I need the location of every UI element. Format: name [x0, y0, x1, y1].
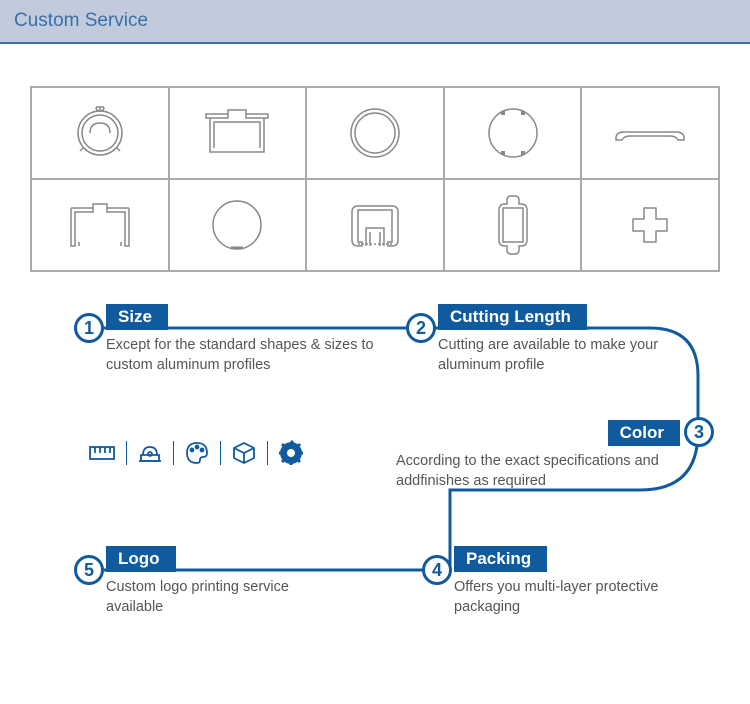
step-label-cutting: Cutting Length — [438, 304, 587, 330]
step-3: Color According to the exact specificati… — [396, 420, 680, 491]
profile-shape-1 — [31, 87, 169, 179]
page-title: Custom Service — [14, 10, 148, 31]
profiles-grid — [30, 86, 720, 272]
step-num-2: 2 — [416, 318, 426, 339]
step-label-logo: Logo — [106, 546, 176, 572]
profile-shape-3 — [306, 87, 444, 179]
profile-shape-5 — [581, 87, 719, 179]
step-badge-5: 5 — [74, 555, 104, 585]
profile-shape-10 — [581, 179, 719, 271]
step-desc-size: Except for the standard shapes & sizes t… — [106, 336, 386, 375]
step-badge-3: 3 — [684, 417, 714, 447]
step-4: Packing Offers you multi-layer protectiv… — [454, 546, 714, 617]
profile-shape-9 — [444, 179, 582, 271]
step-2: Cutting Length Cutting are available to … — [438, 304, 678, 375]
step-badge-1: 1 — [74, 313, 104, 343]
step-1: Size Except for the standard shapes & si… — [106, 304, 386, 375]
step-desc-logo: Custom logo printing service available — [106, 578, 346, 617]
palette-icon — [184, 440, 210, 466]
profile-shape-7 — [169, 179, 307, 271]
step-5: Logo Custom logo printing service availa… — [106, 546, 346, 617]
step-num-4: 4 — [432, 560, 442, 581]
machine-icon — [137, 441, 163, 465]
step-badge-2: 2 — [406, 313, 436, 343]
profile-shape-8 — [306, 179, 444, 271]
gear-icon — [278, 440, 304, 466]
step-desc-color: According to the exact specifications an… — [396, 452, 680, 491]
box-icon — [231, 440, 257, 466]
step-badge-4: 4 — [422, 555, 452, 585]
step-label-packing: Packing — [454, 546, 547, 572]
ruler-icon — [88, 443, 116, 463]
icon-separator — [173, 441, 174, 465]
icon-separator — [220, 441, 221, 465]
step-desc-packing: Offers you multi-layer protective packag… — [454, 578, 714, 617]
service-icon-row — [88, 440, 304, 466]
step-label-color: Color — [608, 420, 680, 446]
step-desc-cutting: Cutting are available to make your alumi… — [438, 336, 678, 375]
header-bar: Custom Service — [0, 0, 750, 44]
icon-separator — [126, 441, 127, 465]
profile-shape-4 — [444, 87, 582, 179]
profile-shape-6 — [31, 179, 169, 271]
flow-diagram: 1 Size Except for the standard shapes & … — [30, 302, 720, 632]
step-num-1: 1 — [84, 318, 94, 339]
step-num-3: 3 — [694, 422, 704, 443]
step-label-size: Size — [106, 304, 168, 330]
icon-separator — [267, 441, 268, 465]
profile-shape-2 — [169, 87, 307, 179]
step-num-5: 5 — [84, 560, 94, 581]
